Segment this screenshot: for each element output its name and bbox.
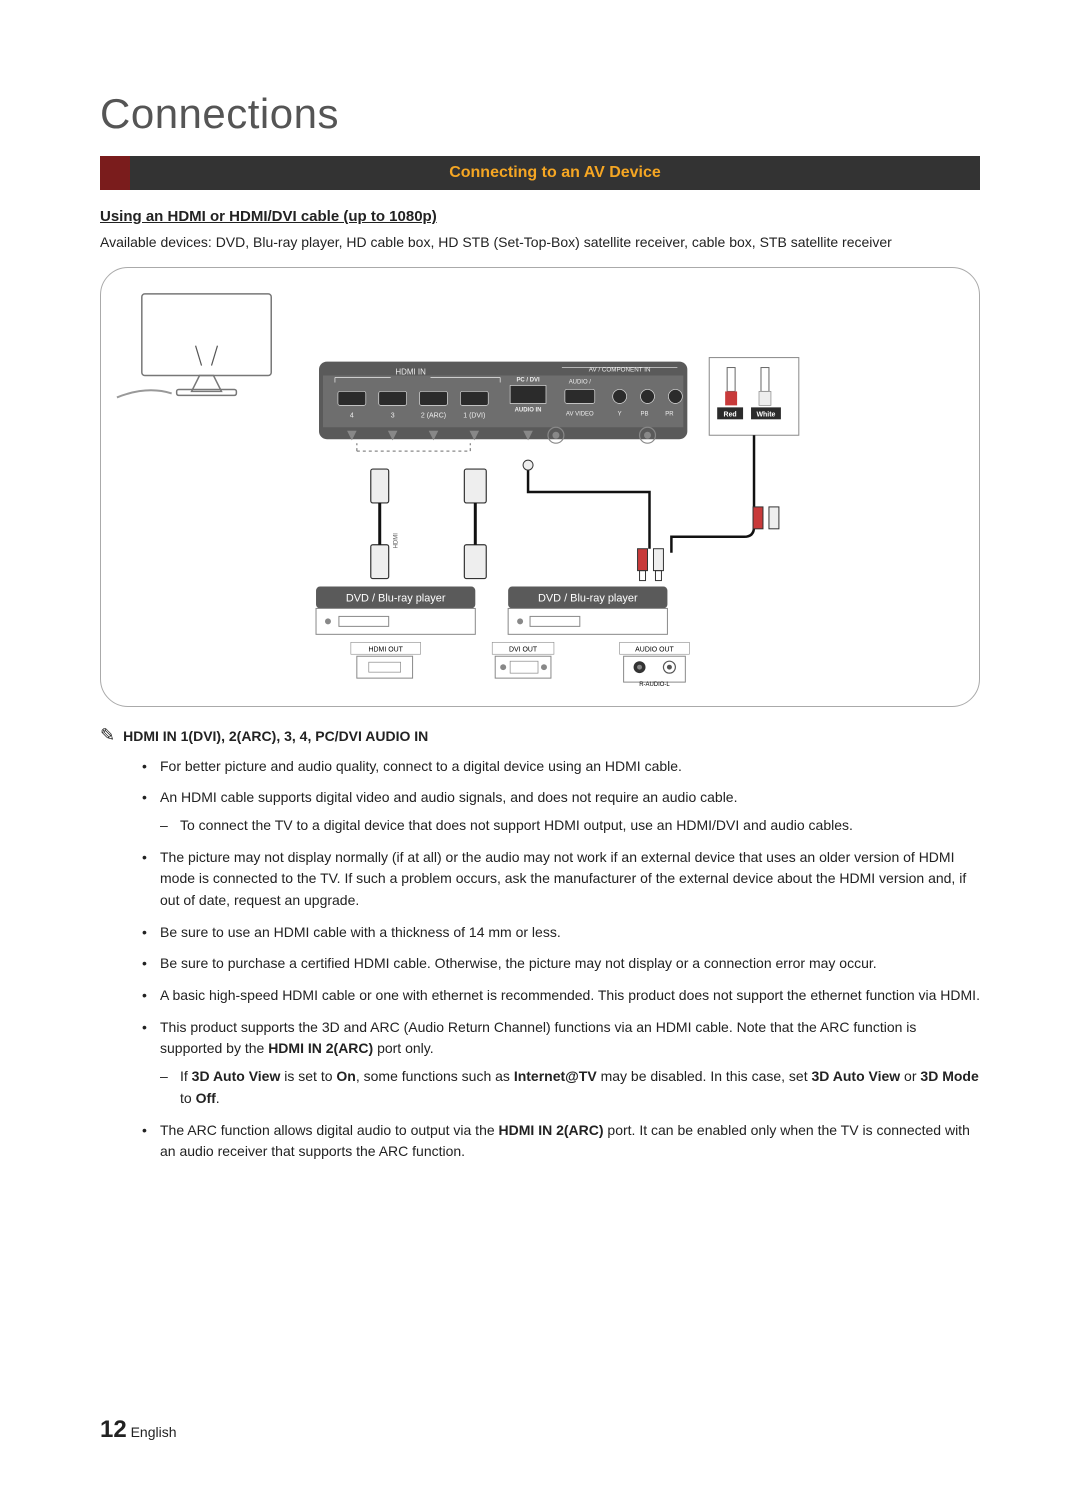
svg-text:DVD / Blu-ray player: DVD / Blu-ray player <box>346 592 446 604</box>
bullet-html-7: The ARC function allows digital audio to… <box>160 1122 970 1160</box>
svg-text:3: 3 <box>391 412 395 419</box>
list-item: For better picture and audio quality, co… <box>160 756 980 778</box>
svg-text:R-AUDIO-L: R-AUDIO-L <box>639 682 670 688</box>
note-title: HDMI IN 1(DVI), 2(ARC), 3, 4, PC/DVI AUD… <box>123 728 428 744</box>
svg-text:PC / DVI: PC / DVI <box>516 377 540 383</box>
svg-text:AUDIO IN: AUDIO IN <box>515 407 542 413</box>
list-item: Be sure to use an HDMI cable with a thic… <box>160 922 980 944</box>
sub-item: To connect the TV to a digital device th… <box>180 815 980 837</box>
svg-text:4: 4 <box>350 412 354 419</box>
subheading: Using an HDMI or HDMI/DVI cable (up to 1… <box>100 208 980 225</box>
list-item: A basic high-speed HDMI cable or one wit… <box>160 985 980 1007</box>
page-footer: 12 English <box>100 1416 177 1444</box>
list-item: The ARC function allows digital audio to… <box>160 1120 980 1163</box>
list-item: An HDMI cable supports digital video and… <box>160 787 980 836</box>
list-item: The picture may not display normally (if… <box>160 847 980 912</box>
page-number: 12 <box>100 1416 127 1443</box>
svg-text:White: White <box>756 411 775 418</box>
svg-text:AUDIO OUT: AUDIO OUT <box>635 646 674 653</box>
svg-text:2 (ARC): 2 (ARC) <box>421 412 446 419</box>
connection-diagram: HDMI IN 4 3 2 (ARC) 1 (DVI) PC / DVI AUD… <box>100 267 980 707</box>
svg-text:AV VIDEO: AV VIDEO <box>566 411 594 417</box>
list-item: This product supports the 3D and ARC (Au… <box>160 1017 980 1110</box>
available-devices: Available devices: DVD, Blu-ray player, … <box>100 233 980 253</box>
bullet-list: For better picture and audio quality, co… <box>100 756 980 1163</box>
bullet-html-6: This product supports the 3D and ARC (Au… <box>160 1019 916 1057</box>
header-accent <box>100 156 130 190</box>
svg-text:1 (DVI): 1 (DVI) <box>463 412 485 419</box>
section-header: Connecting to an AV Device <box>100 156 980 190</box>
header-text: Connecting to an AV Device <box>130 164 980 182</box>
svg-text:Y: Y <box>618 411 622 417</box>
page-language: English <box>131 1424 177 1440</box>
svg-text:AV / COMPONENT IN: AV / COMPONENT IN <box>589 366 651 373</box>
svg-text:HDMI: HDMI <box>394 532 400 548</box>
svg-text:Red: Red <box>724 411 737 418</box>
tv-icon <box>117 293 271 397</box>
hdmi-in-label: HDMI IN <box>395 367 426 376</box>
svg-text:DVD / Blu-ray player: DVD / Blu-ray player <box>538 592 638 604</box>
svg-text:DVI OUT: DVI OUT <box>509 646 538 653</box>
svg-text:PB: PB <box>641 411 649 417</box>
page-title: Connections <box>100 90 980 138</box>
svg-text:HDMI OUT: HDMI OUT <box>369 646 404 653</box>
svg-text:AUDIO /: AUDIO / <box>569 379 592 385</box>
sub-item-html-6: If 3D Auto View is set to On, some funct… <box>180 1066 980 1109</box>
note-icon: ✎ <box>100 725 115 746</box>
svg-text:PR: PR <box>665 411 674 417</box>
list-item: Be sure to purchase a certified HDMI cab… <box>160 953 980 975</box>
